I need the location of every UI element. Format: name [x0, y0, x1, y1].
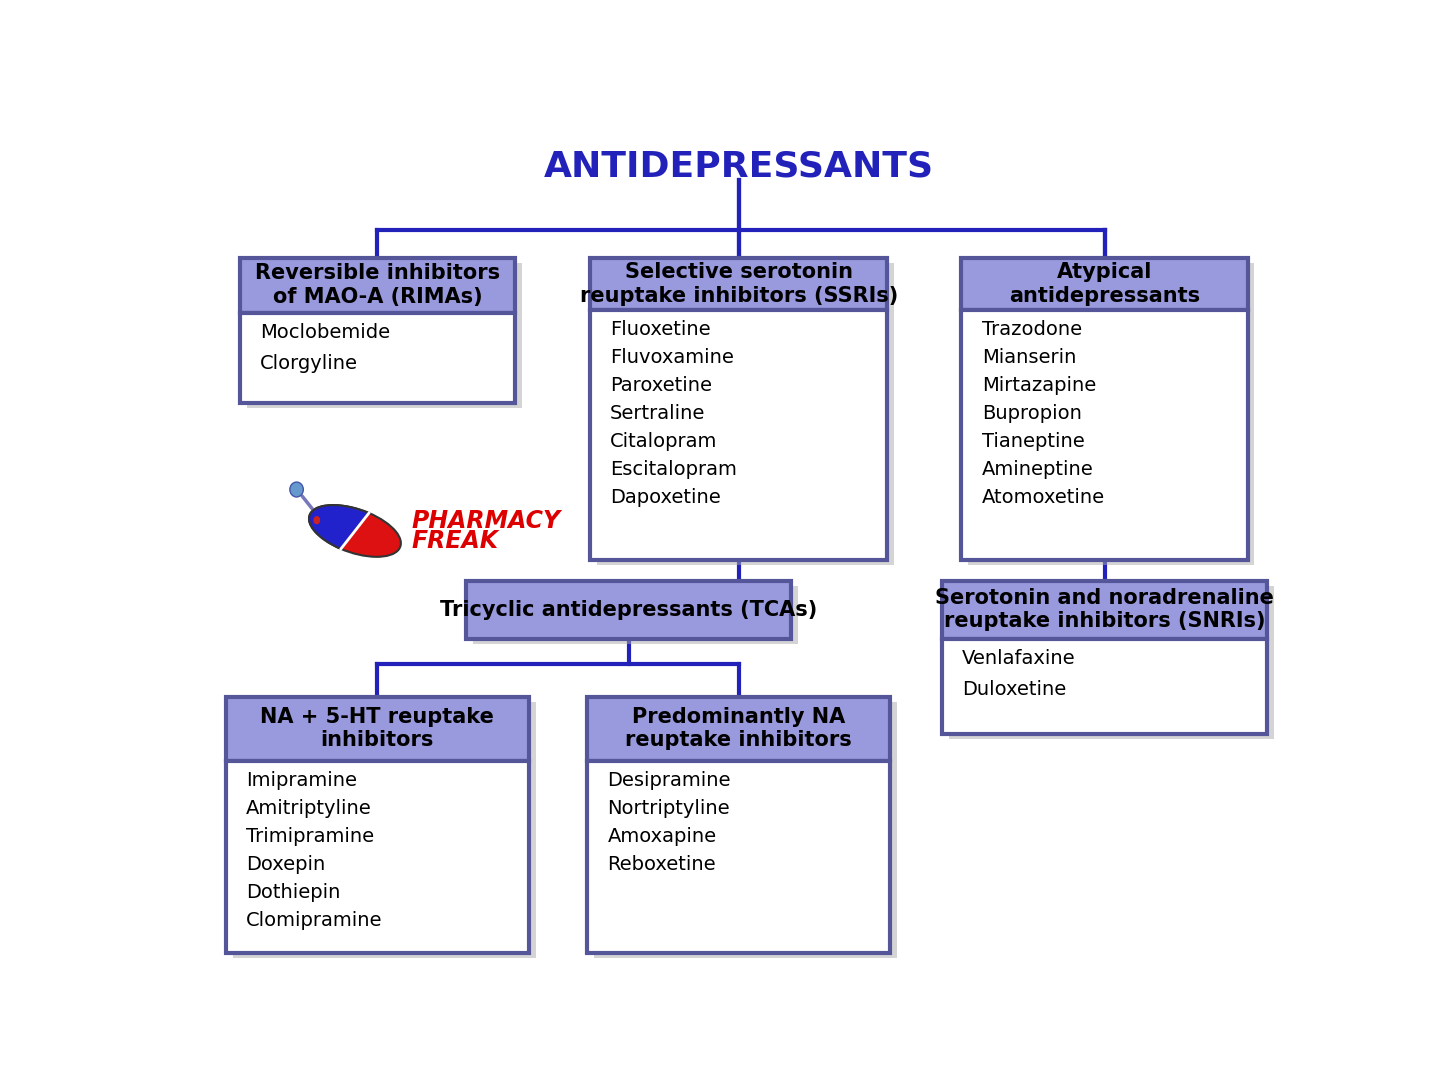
Text: Serotonin and noradrenaline
reuptake inhibitors (SNRIs): Serotonin and noradrenaline reuptake inh… [935, 589, 1274, 632]
FancyBboxPatch shape [941, 639, 1267, 734]
Text: Fluoxetine
Fluvoxamine
Paroxetine
Sertraline
Citalopram
Escitalopram
Dapoxetine: Fluoxetine Fluvoxamine Paroxetine Sertra… [610, 321, 737, 508]
FancyBboxPatch shape [969, 263, 1254, 565]
Text: Trazodone
Mianserin
Mirtazapine
Bupropion
Tianeptine
Amineptine
Atomoxetine: Trazodone Mianserin Mirtazapine Bupropio… [982, 321, 1105, 508]
Text: PHARMACY: PHARMACY [411, 509, 560, 533]
Text: Imipramine
Amitriptyline
Trimipramine
Doxepin
Dothiepin
Clomipramine: Imipramine Amitriptyline Trimipramine Do… [246, 770, 382, 930]
Text: Selective serotonin
reuptake inhibitors (SSRIs): Selective serotonin reuptake inhibitors … [579, 263, 898, 306]
Text: Tricyclic antidepressants (TCAs): Tricyclic antidepressants (TCAs) [440, 599, 817, 620]
FancyBboxPatch shape [589, 311, 888, 560]
FancyBboxPatch shape [246, 263, 521, 408]
Text: Desipramine
Nortriptyline
Amoxapine
Reboxetine: Desipramine Nortriptyline Amoxapine Rebo… [608, 770, 731, 874]
FancyBboxPatch shape [240, 313, 515, 402]
Text: FREAK: FREAK [411, 529, 498, 553]
FancyBboxPatch shape [466, 581, 792, 639]
Text: Moclobemide
Clorgyline: Moclobemide Clorgyline [261, 323, 391, 372]
Text: Predominantly NA
reuptake inhibitors: Predominantly NA reuptake inhibitors [626, 707, 851, 750]
FancyBboxPatch shape [941, 581, 1267, 639]
FancyBboxPatch shape [226, 761, 529, 953]
Text: ANTIDEPRESSANTS: ANTIDEPRESSANTS [543, 150, 934, 183]
FancyBboxPatch shape [240, 257, 515, 313]
FancyBboxPatch shape [472, 585, 798, 643]
FancyBboxPatch shape [597, 263, 895, 565]
FancyBboxPatch shape [594, 702, 896, 959]
Text: NA + 5-HT reuptake
inhibitors: NA + 5-HT reuptake inhibitors [261, 707, 494, 750]
Text: Venlafaxine
Duloxetine: Venlafaxine Duloxetine [961, 649, 1076, 698]
Text: Atypical
antidepressants: Atypical antidepressants [1009, 263, 1200, 306]
FancyBboxPatch shape [226, 696, 529, 761]
FancyBboxPatch shape [961, 257, 1248, 311]
Ellipse shape [308, 505, 401, 556]
Ellipse shape [313, 516, 320, 524]
FancyBboxPatch shape [588, 696, 891, 761]
FancyBboxPatch shape [233, 702, 536, 959]
FancyBboxPatch shape [961, 311, 1248, 560]
Ellipse shape [290, 482, 303, 497]
Polygon shape [308, 505, 369, 549]
FancyBboxPatch shape [588, 761, 891, 953]
FancyBboxPatch shape [948, 585, 1274, 739]
Text: Reversible inhibitors
of MAO-A (RIMAs): Reversible inhibitors of MAO-A (RIMAs) [255, 264, 500, 307]
FancyBboxPatch shape [589, 257, 888, 311]
